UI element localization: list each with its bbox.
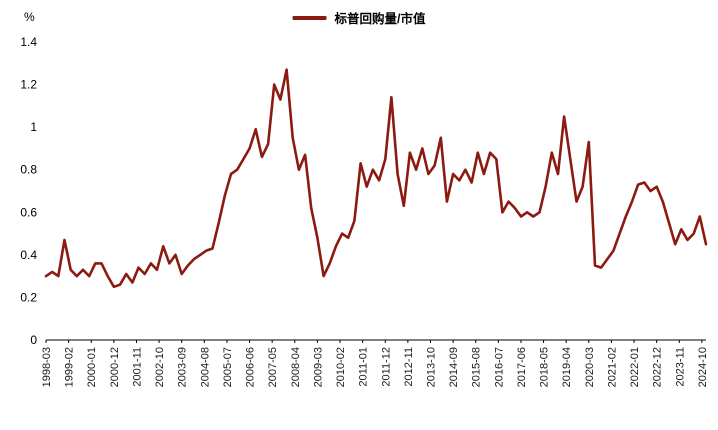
x-tick-label: 2017-06 [516,347,528,387]
legend-line-swatch [292,15,327,20]
x-tick-label: 2001-11 [131,347,143,387]
x-tick-label: 2007-05 [267,347,279,387]
y-tick-label: 1.4 [20,35,37,49]
x-tick-label: 2011-12 [380,347,392,387]
x-tick-label: 2014-09 [448,347,460,387]
x-tick-label: 2023-11 [674,347,686,387]
x-tick-label: 2022-01 [629,347,641,387]
x-tick-label: 2000-01 [86,347,98,387]
x-tick-label: 2018-05 [539,347,551,387]
x-tick-label: 2010-02 [335,347,347,387]
x-tick-label: 2011-01 [358,347,370,387]
x-tick-label: 2004-08 [199,347,211,387]
x-tick-label: 2013-10 [425,347,437,387]
x-tick-label: 2022-12 [652,347,664,387]
y-tick-label: 0.4 [20,248,37,262]
y-tick-label: 1 [30,120,37,134]
legend-series-label: 标普回购量/市值 [334,12,426,26]
x-tick-label: 2009-03 [312,347,324,387]
x-tick-label: 2015-08 [471,347,483,387]
x-tick-label: 2003-09 [177,347,189,387]
y-axis-unit-label: % [24,10,35,24]
x-tick-label: 2002-10 [154,347,166,387]
y-tick-label: 1.2 [20,78,37,92]
legend: 标普回购量/市值 [292,8,426,27]
x-tick-label: 2008-04 [290,347,302,387]
y-tick-label: 0.2 [20,290,37,304]
x-tick-label: 2019-04 [561,347,573,387]
x-tick-label: 2012-11 [403,347,415,387]
x-tick-label: 2016-07 [493,347,505,387]
x-tick-label: 2006-06 [245,347,257,387]
x-tick-label: 1998-03 [41,347,53,387]
x-tick-label: 2020-03 [584,347,596,387]
x-tick-label: 2024-10 [697,347,709,387]
x-tick-label: 1999-02 [64,347,76,387]
series-line [44,68,708,289]
y-tick-label: 0.6 [20,205,37,219]
x-tick-label: 2000-12 [109,347,121,387]
x-tick-label: 2005-07 [222,347,234,387]
y-tick-label: 0.8 [20,163,37,177]
x-tick-label: 2021-02 [606,347,618,387]
y-tick-label: 0 [30,333,37,347]
